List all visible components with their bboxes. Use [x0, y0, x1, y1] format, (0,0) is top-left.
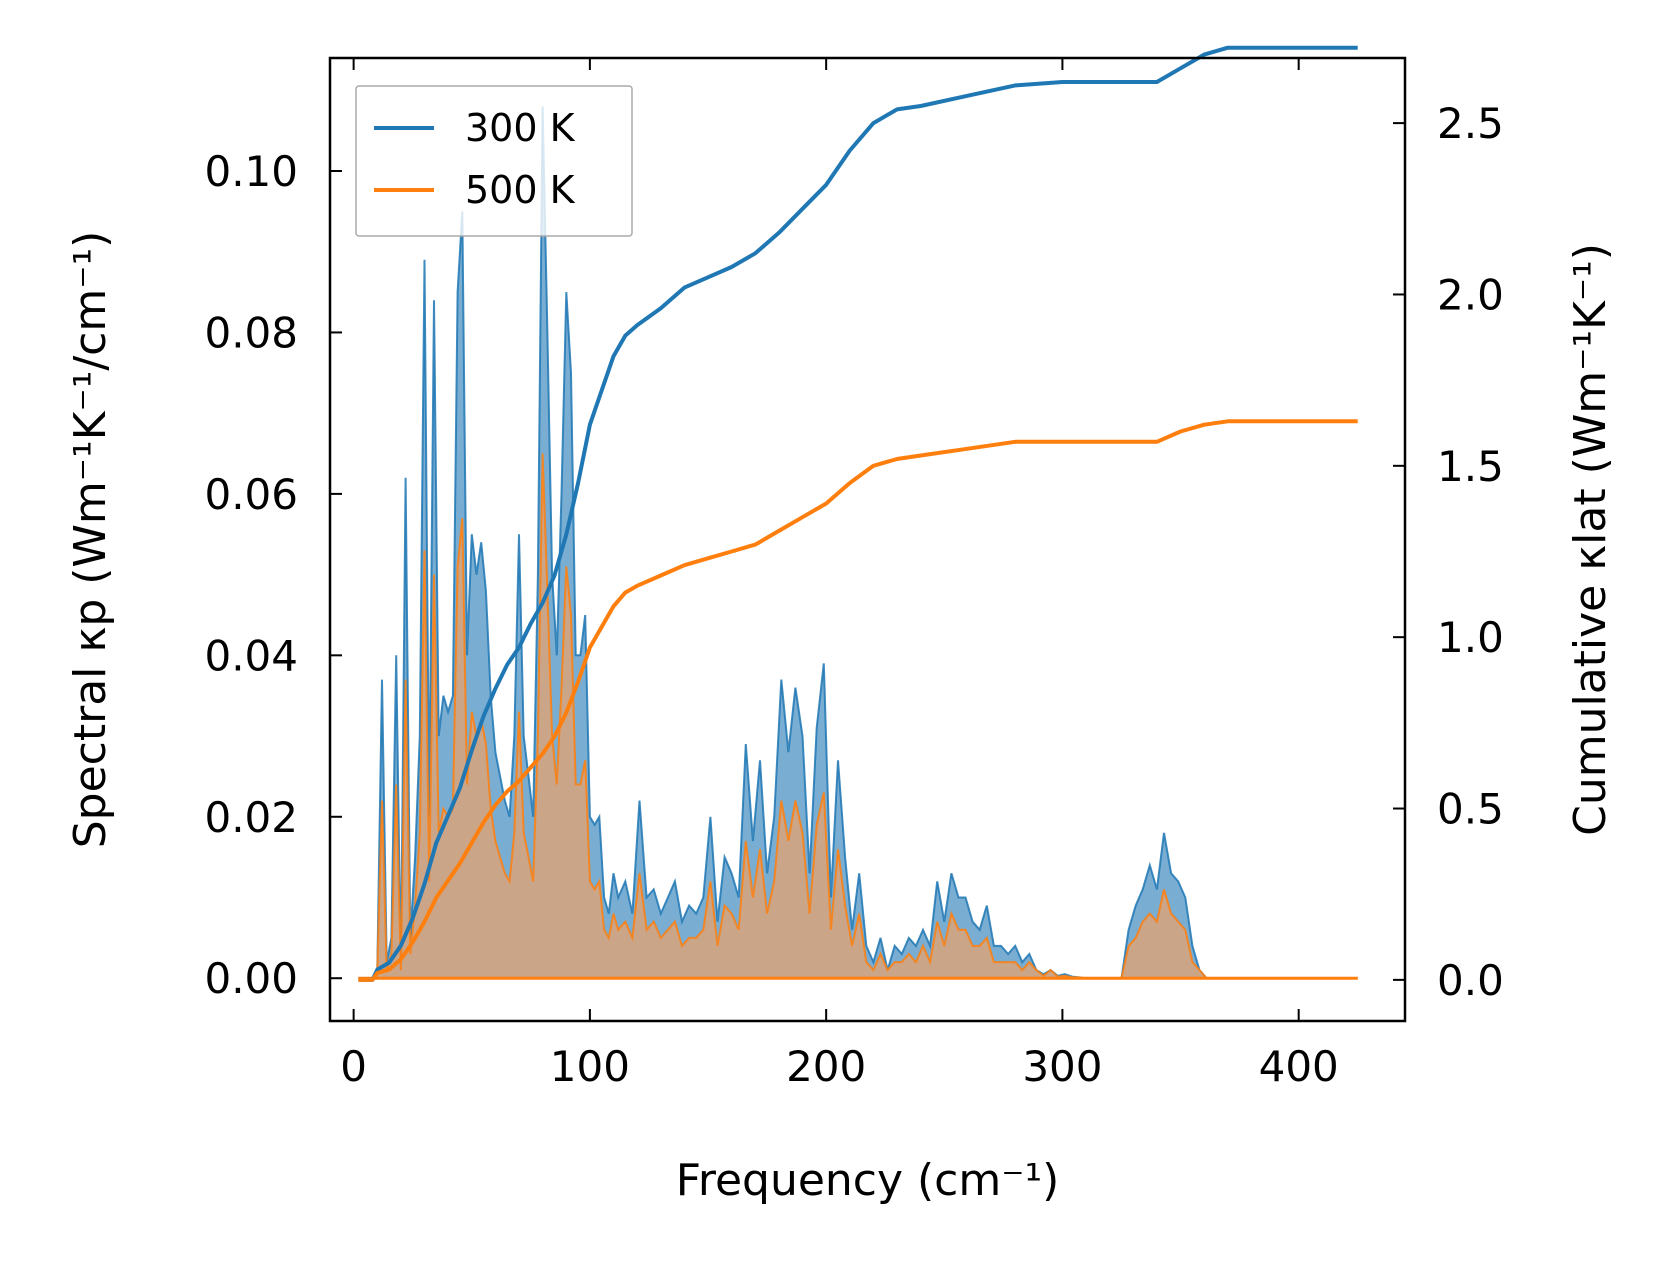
cumulative-line-1	[358, 419, 1358, 982]
x-tick-label: 400	[1259, 1042, 1339, 1091]
y-right-tick-label: 0.5	[1437, 785, 1504, 834]
y-left-tick-label: 0.04	[204, 631, 298, 680]
spectral-area-1	[358, 453, 1358, 979]
legend-label-300k: 300 K	[465, 106, 576, 150]
x-tick-label: 300	[1022, 1042, 1102, 1091]
x-tick-label: 0	[340, 1042, 367, 1091]
legend-box	[355, 85, 633, 237]
y-left-tick-label: 0.00	[204, 954, 298, 1003]
y-right-tick-label: 1.5	[1437, 442, 1504, 491]
cumulative-line-0	[358, 45, 1358, 982]
y-left-tick-label: 0.02	[204, 793, 298, 842]
spectral-area-0	[358, 106, 1358, 979]
y-axis-right-title: Cumulative κlat (Wm⁻¹K⁻¹)	[1565, 243, 1616, 836]
x-tick-label: 100	[550, 1042, 630, 1091]
y-axis-left-title: Spectral κp (Wm⁻¹K⁻¹/cm⁻¹)	[65, 231, 116, 849]
spectral-fill-group	[358, 106, 1358, 980]
y-right-tick-label: 0.0	[1437, 956, 1504, 1005]
x-tick-label: 200	[786, 1042, 866, 1091]
line-group	[358, 45, 1358, 982]
y-left-tick-label: 0.10	[204, 147, 298, 196]
y-left-tick-label: 0.06	[204, 470, 298, 519]
plot-frame	[328, 56, 1407, 1023]
y-left-tick-label: 0.08	[204, 308, 298, 357]
x-axis-title: Frequency (cm⁻¹)	[676, 1155, 1060, 1206]
tick-group: 0 100 200 300 400 0.00 0.02 0.04 0.06 0.08 0.10 0.0…	[204, 58, 1504, 1091]
y-right-tick-label: 2.0	[1437, 270, 1504, 319]
legend-label-500k: 500 K	[465, 168, 576, 212]
y-right-tick-label: 2.5	[1437, 99, 1504, 148]
y-right-tick-label: 1.0	[1437, 613, 1504, 662]
legend: 300 K 500 K	[355, 85, 633, 237]
